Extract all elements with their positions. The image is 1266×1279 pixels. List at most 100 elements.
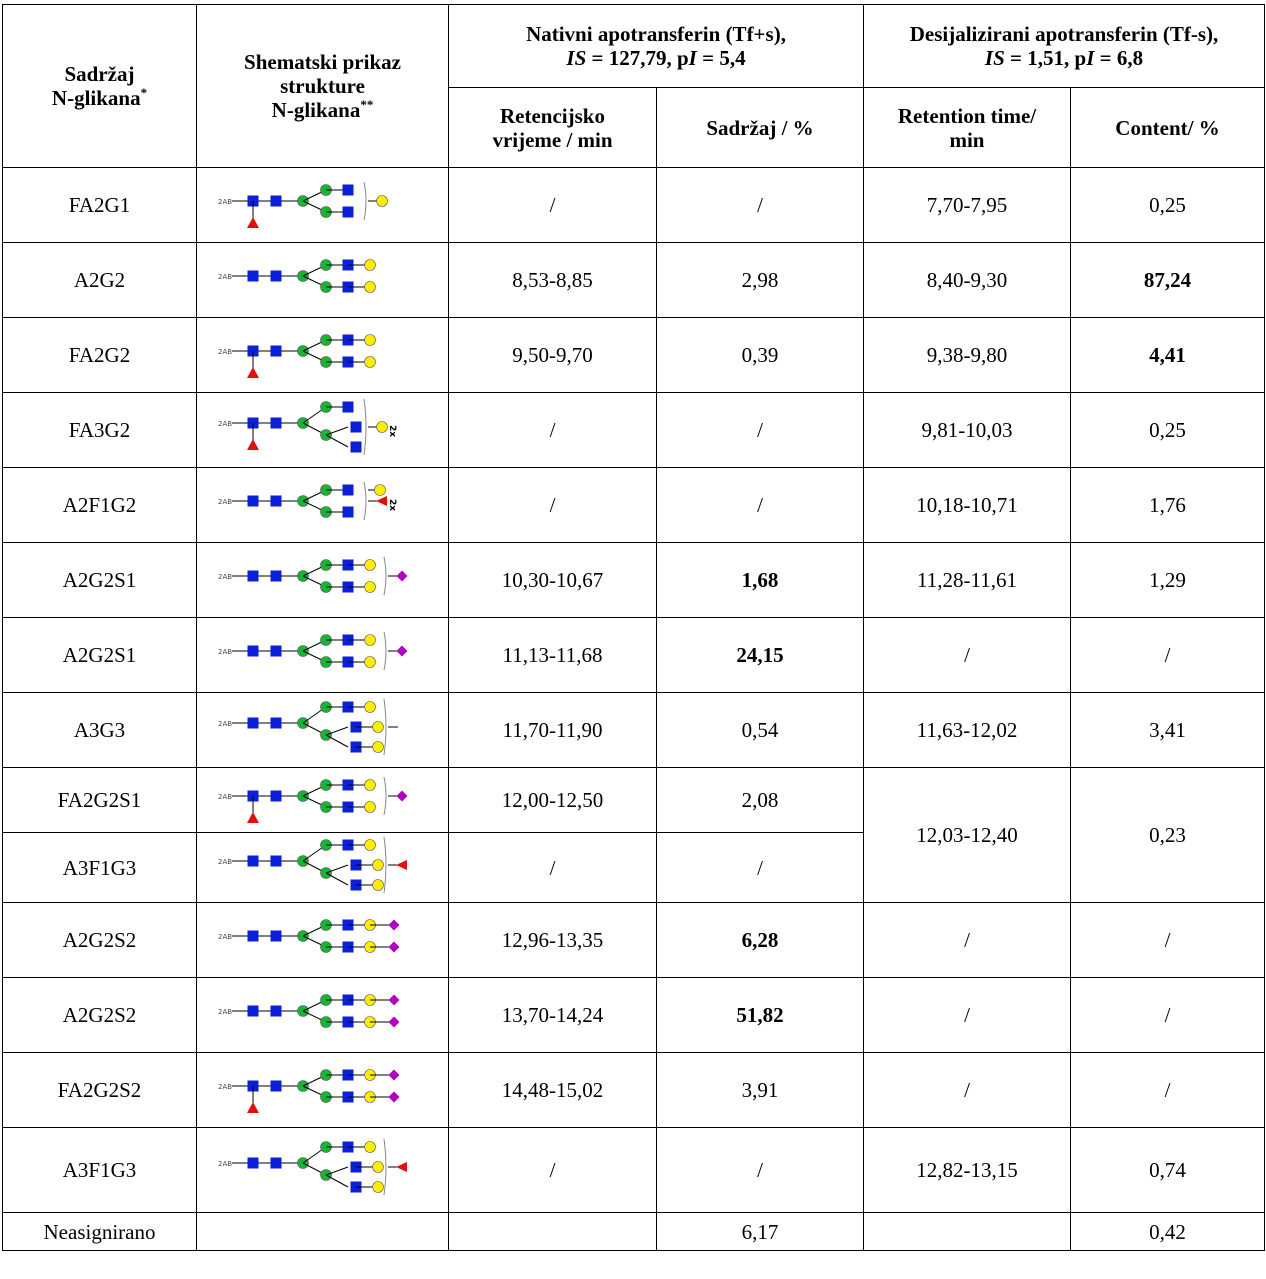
glcnac-square: [247, 855, 258, 866]
glycan-schematic-cell: 2AB: [196, 617, 449, 693]
glycan-structure-diagram: 2AB: [218, 836, 407, 893]
fucose-triangle: [246, 367, 259, 378]
glycan-structure-diagram: 2AB 2x: [218, 481, 397, 521]
glycan-name: A3F1G3: [2, 832, 197, 903]
label-2ab: 2AB: [218, 273, 232, 281]
sialic-diamond: [388, 941, 399, 953]
glycan-schematic-cell: 2AB: [196, 242, 449, 318]
label-2ab: 2AB: [218, 720, 232, 728]
glycan-schematic-cell: 2AB: [196, 542, 449, 618]
glcnac-square: [350, 441, 361, 453]
desialylated-content: /: [1069, 902, 1266, 978]
desialylated-content: /: [1069, 1052, 1266, 1128]
label-2ab: 2AB: [218, 1160, 232, 1168]
desialylated-retention-time: 9,81-10,03: [863, 392, 1071, 468]
table-row: A2G2S1 2AB 11,13-11,68 24,15//: [2, 617, 1266, 693]
bracket: [383, 556, 386, 596]
galactose-circle: [363, 581, 376, 593]
glcnac-square: [247, 270, 258, 282]
galactose-circle: [363, 259, 376, 271]
galactose-circle: [363, 701, 376, 713]
galactose-circle: [363, 334, 376, 346]
label-2ab: 2AB: [218, 933, 232, 941]
glycan-structure-diagram: 2AB: [218, 698, 398, 756]
table-row: FA2G2 2AB 9,50-9,70 0,39 9,38-9,80 4,41: [2, 317, 1266, 393]
desialylated-retention-time: 11,63-12,02: [863, 692, 1071, 768]
native-content: /: [656, 167, 864, 243]
glycan-name: FA2G2S2: [2, 1052, 197, 1128]
desialylated-content: 0,25: [1069, 167, 1266, 243]
glycan-schematic-cell: 2AB: [196, 767, 449, 833]
glycan-name: FA2G1: [2, 167, 197, 243]
fucose-triangle: [246, 439, 259, 450]
glycan-structure-diagram: 2AB: [218, 919, 399, 953]
galactose-circle: [371, 741, 384, 753]
native-retention-time: /: [448, 467, 657, 543]
fucose-triangle: [375, 496, 387, 506]
glcnac-square: [247, 717, 258, 729]
label-2ab: 2AB: [218, 1008, 232, 1016]
glcnac-square: [270, 930, 281, 942]
native-content: 51,82: [656, 977, 864, 1053]
native-retention-time: /: [448, 832, 657, 903]
fucose-triangle: [246, 217, 259, 228]
label-2ab: 2AB: [218, 858, 232, 866]
label-2ab: 2AB: [218, 420, 232, 428]
glycan-name: A2G2S1: [2, 617, 197, 693]
glcnac-square: [270, 855, 281, 866]
glycan-content-table: Sadržaj N-glikana* Shematski prikaz stru…: [2, 4, 1266, 1251]
glycan-name: Neasignirano: [2, 1212, 197, 1251]
glcnac-square: [270, 570, 281, 582]
glycan-name: A2F1G2: [2, 467, 197, 543]
native-content: 0,39: [656, 317, 864, 393]
glcnac-square: [270, 417, 281, 429]
glycan-schematic-cell: 2AB: [196, 1127, 449, 1213]
glycan-structure-diagram: 2AB: [218, 556, 407, 596]
galactose-circle: [371, 721, 384, 733]
desialylated-retention-time: 8,40-9,30: [863, 242, 1071, 318]
native-content: 6,28: [656, 902, 864, 978]
table-row: FA2G2S2 2AB 14,48-15,02 3,91//: [2, 1052, 1266, 1128]
sialic-diamond: [388, 919, 399, 931]
glycan-structure-diagram: 2AB: [218, 631, 407, 671]
native-content: 3,91: [656, 1052, 864, 1128]
glycan-schematic-cell: 2AB: [196, 902, 449, 978]
glcnac-square: [270, 1157, 281, 1169]
glcnac-square: [270, 645, 281, 657]
sialic-diamond: [388, 1069, 399, 1081]
table-row: A2G2S1 2AB 10,30-10,67 1,68 11,28-11,61 1,29: [2, 542, 1266, 618]
table-row: FA2G1 2AB //7,70-7,95 0,25: [2, 167, 1266, 243]
desialylated-content: /: [1069, 617, 1266, 693]
sialic-diamond: [388, 1016, 399, 1028]
glcnac-square: [270, 1080, 281, 1092]
glycan-name: FA2G2: [2, 317, 197, 393]
desialylated-content: 0,25: [1069, 392, 1266, 468]
table-row: FA3G2 2AB 2x //9,81-10,03 0,25: [2, 392, 1266, 468]
glycan-structure-diagram: 2AB 2x: [218, 398, 397, 456]
glycan-structure-diagram: 2AB: [218, 1069, 399, 1113]
desialylated-content: 1,29: [1069, 542, 1266, 618]
native-retention-time: 10,30-10,67: [448, 542, 657, 618]
glcnac-square: [270, 195, 281, 207]
bracket: [383, 1138, 386, 1196]
desialylated-content: 87,24: [1069, 242, 1266, 318]
glcnac-square: [247, 1157, 258, 1169]
glycan-name: A3G3: [2, 692, 197, 768]
galactose-circle: [363, 559, 376, 571]
table-row: A2G2 2AB 8,53-8,85 2,98 8,40-9,30 87,24: [2, 242, 1266, 318]
desialylated-retention-time: 12,82-13,15: [863, 1127, 1071, 1213]
fucose-triangle: [246, 812, 259, 823]
glcnac-square: [342, 484, 353, 496]
glycan-structure-diagram: 2AB: [218, 776, 407, 823]
glcnac-square: [247, 645, 258, 657]
table-row: FA2G2S1 2AB 12,00-12,50 2,08 12,03-12,40 0,23: [2, 767, 1266, 903]
label-2ab: 2AB: [218, 498, 232, 506]
desialylated-retention-time: 12,03-12,40: [863, 767, 1071, 903]
glcnac-square: [270, 717, 281, 729]
label-2ab: 2AB: [218, 198, 232, 206]
bracket: [383, 698, 386, 756]
native-retention-time: 12,00-12,50: [448, 767, 657, 833]
native-content: 6,17: [656, 1212, 864, 1251]
desialylated-retention-time: /: [863, 902, 1071, 978]
bracket: [363, 481, 366, 521]
